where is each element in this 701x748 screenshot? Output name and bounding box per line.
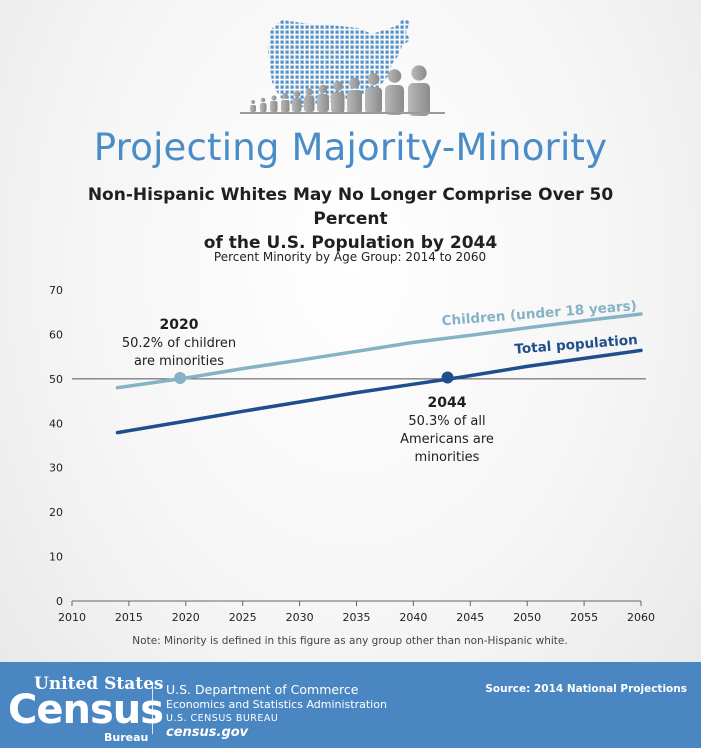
y-tick-label: 10	[49, 551, 63, 564]
population-figures-icon	[250, 65, 430, 116]
line-chart: Percent Minority by Age Group: 2014 to 2…	[49, 250, 655, 647]
series-line-total	[115, 348, 643, 435]
footer-divider	[152, 682, 153, 734]
administration-name: Economics and Statistics Administration	[166, 698, 387, 711]
department-name: U.S. Department of Commerce	[166, 682, 359, 697]
annotation-marker-2044	[441, 371, 454, 384]
subtitle-line-1: Non-Hispanic Whites May No Longer Compri…	[87, 185, 614, 229]
y-tick-label: 50	[49, 373, 63, 386]
y-tick-label: 40	[49, 417, 63, 430]
census-website-link[interactable]: census.gov	[166, 725, 249, 740]
y-tick-label: 30	[49, 462, 63, 475]
chart-title: Percent Minority by Age Group: 2014 to 2…	[214, 250, 486, 264]
annotation-2020-line-2: are minorities	[134, 354, 224, 369]
annotation-2044-line-2: Americans are	[400, 432, 494, 447]
page-subtitle: Non-Hispanic Whites May No Longer Compri…	[60, 183, 641, 255]
page-title: Projecting Majority-Minority	[93, 126, 608, 169]
us-map-icon	[268, 18, 410, 108]
annotation-2044-year: 2044	[428, 395, 467, 411]
x-tick-label: 2025	[229, 611, 257, 624]
x-tick-label: 2020	[172, 611, 200, 624]
y-tick-label: 0	[56, 595, 63, 608]
x-tick-label: 2060	[627, 611, 655, 624]
y-tick-label: 20	[49, 506, 63, 519]
x-tick-label: 2015	[115, 611, 143, 624]
annotation-2020-year: 2020	[160, 317, 199, 333]
x-tick-label: 2030	[286, 611, 314, 624]
annotation-2044-line-1: 50.3% of all	[408, 414, 485, 429]
annotation-2020-line-1: 50.2% of children	[122, 336, 236, 351]
series-line-children	[115, 312, 643, 390]
hero-illustration	[240, 18, 445, 116]
footer-bar: United States Census Bureau U.S. Departm…	[0, 662, 701, 748]
y-tick-label: 70	[49, 284, 63, 297]
bureau-name: U.S. CENSUS BUREAU	[166, 713, 279, 724]
census-logo-top: United States	[34, 674, 164, 694]
subtitle-line-2: of the U.S. Population by 2044	[203, 233, 498, 253]
annotation-2044-line-3: minorities	[415, 450, 480, 465]
census-logo-bureau: Bureau	[104, 731, 149, 744]
x-tick-label: 2035	[343, 611, 371, 624]
x-tick-label: 2045	[456, 611, 484, 624]
x-tick-label: 2040	[399, 611, 427, 624]
y-tick-label: 60	[49, 328, 63, 341]
x-tick-label: 2010	[58, 611, 86, 624]
x-tick-label: 2055	[570, 611, 598, 624]
chart-note: Note: Minority is defined in this figure…	[132, 635, 567, 647]
data-source: Source: 2014 National Projections	[485, 683, 687, 695]
annotation-marker-2020	[174, 371, 187, 384]
x-tick-label: 2050	[513, 611, 541, 624]
census-logo-main: Census	[8, 687, 164, 733]
